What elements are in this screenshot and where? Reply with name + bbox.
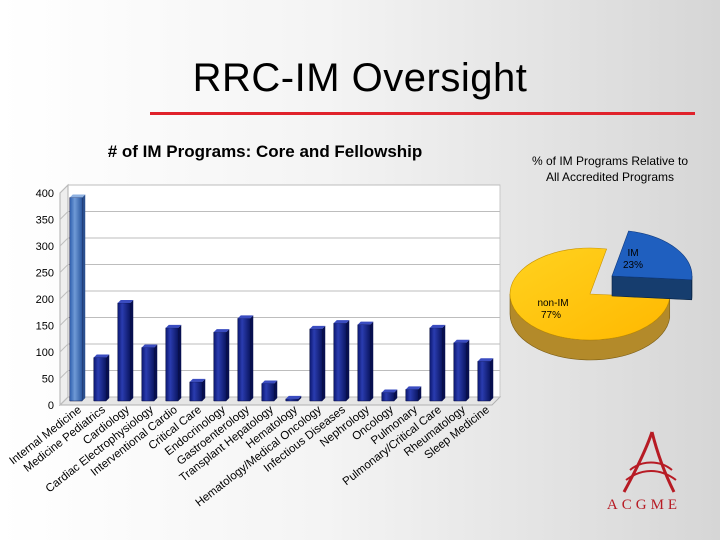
y-tick-label: 250 — [36, 268, 54, 280]
pie-slice-non-im — [509, 247, 671, 341]
bar-side — [82, 194, 86, 401]
bar-side — [202, 378, 206, 401]
slide-title: RRC-IM Oversight — [192, 56, 528, 100]
bar-side — [394, 389, 398, 401]
pie-slice-im — [611, 230, 693, 281]
bar-top — [333, 320, 350, 324]
y-tick-label: 300 — [36, 241, 54, 253]
bar-12 — [333, 320, 350, 402]
bar-side — [250, 315, 254, 401]
gridline-side-300 — [59, 237, 69, 247]
bar-side — [322, 325, 326, 401]
bar-8 — [237, 315, 254, 402]
bar-side — [226, 329, 230, 401]
bar-7 — [213, 329, 230, 402]
bar-top — [261, 380, 278, 384]
bar-top — [117, 299, 134, 303]
bar-top — [357, 321, 374, 325]
gridline-side-150 — [59, 317, 69, 326]
pie-label-non-im-name: non-IM — [537, 298, 568, 309]
y-tick-label: 400 — [36, 188, 54, 200]
gridline-side-200 — [59, 290, 69, 300]
bar-side — [154, 344, 158, 401]
bar-side — [490, 358, 494, 401]
bar-side — [130, 299, 134, 401]
pie-label-im-value: 23% — [623, 260, 643, 271]
pie-label-non-im-value: 77% — [541, 310, 561, 321]
bar-top — [405, 386, 422, 390]
bar-17 — [453, 339, 470, 402]
bar-16 — [429, 324, 446, 402]
bar-side — [178, 324, 182, 401]
bar-14 — [381, 389, 398, 402]
y-tick-label: 200 — [36, 294, 54, 306]
bar-top — [285, 395, 302, 399]
bar-side — [274, 380, 278, 401]
bar-1 — [69, 194, 86, 402]
y-tick-label: 100 — [36, 347, 54, 359]
bar-top — [429, 324, 446, 328]
bar-chart-y-axis: 0 50 100 150 200 250 300 350 400 — [36, 188, 54, 412]
bar-3 — [117, 299, 134, 402]
acgme-logo-text: ACGME — [606, 497, 682, 513]
bar-side — [298, 395, 302, 401]
bar-6 — [189, 378, 206, 402]
bar-top — [213, 329, 230, 333]
bar-13 — [357, 321, 374, 402]
bar-18 — [477, 358, 494, 402]
bar-side — [106, 354, 110, 401]
bar-side — [418, 386, 422, 401]
y-tick-label: 0 — [48, 400, 54, 412]
gridline-side-250 — [59, 264, 69, 273]
bar-top — [309, 325, 326, 329]
bar-top — [165, 324, 182, 328]
gridline-side-100 — [59, 343, 69, 353]
gridline-side-50 — [59, 370, 69, 379]
bar-chart-gridlines — [59, 184, 500, 406]
bar-top — [453, 339, 470, 343]
gridline-side-400 — [59, 184, 69, 194]
bar-top — [93, 354, 110, 358]
bar-2 — [93, 354, 110, 402]
gridline-side-0 — [59, 396, 69, 406]
bar-4 — [141, 344, 158, 402]
bar-top — [69, 194, 86, 198]
bar-chart-bars — [69, 194, 494, 402]
bar-side — [442, 324, 446, 401]
y-tick-label: 350 — [36, 215, 54, 227]
title-divider — [150, 112, 695, 115]
bar-top — [381, 389, 398, 393]
bar-side — [346, 320, 350, 401]
bar-top — [237, 315, 254, 319]
bar-5 — [165, 324, 182, 402]
pie-chart-slices — [509, 230, 693, 361]
bar-top — [141, 344, 158, 348]
bar-chart-title: # of IM Programs: Core and Fellowship — [107, 142, 423, 161]
pie-chart-title: % of IM Programs Relative to All Accredi… — [531, 154, 689, 184]
y-tick-label: 150 — [36, 321, 54, 333]
bar-side — [466, 339, 470, 401]
bar-top — [189, 378, 206, 382]
bar-11 — [309, 325, 326, 402]
bar-15 — [405, 386, 422, 402]
pie-label-im-name: IM — [627, 248, 638, 259]
bar-top — [477, 358, 494, 362]
bar-9 — [261, 380, 278, 402]
y-tick-label: 50 — [42, 374, 54, 386]
bar-side — [370, 321, 374, 401]
bar-10 — [285, 395, 302, 402]
gridline-side-350 — [59, 211, 69, 220]
